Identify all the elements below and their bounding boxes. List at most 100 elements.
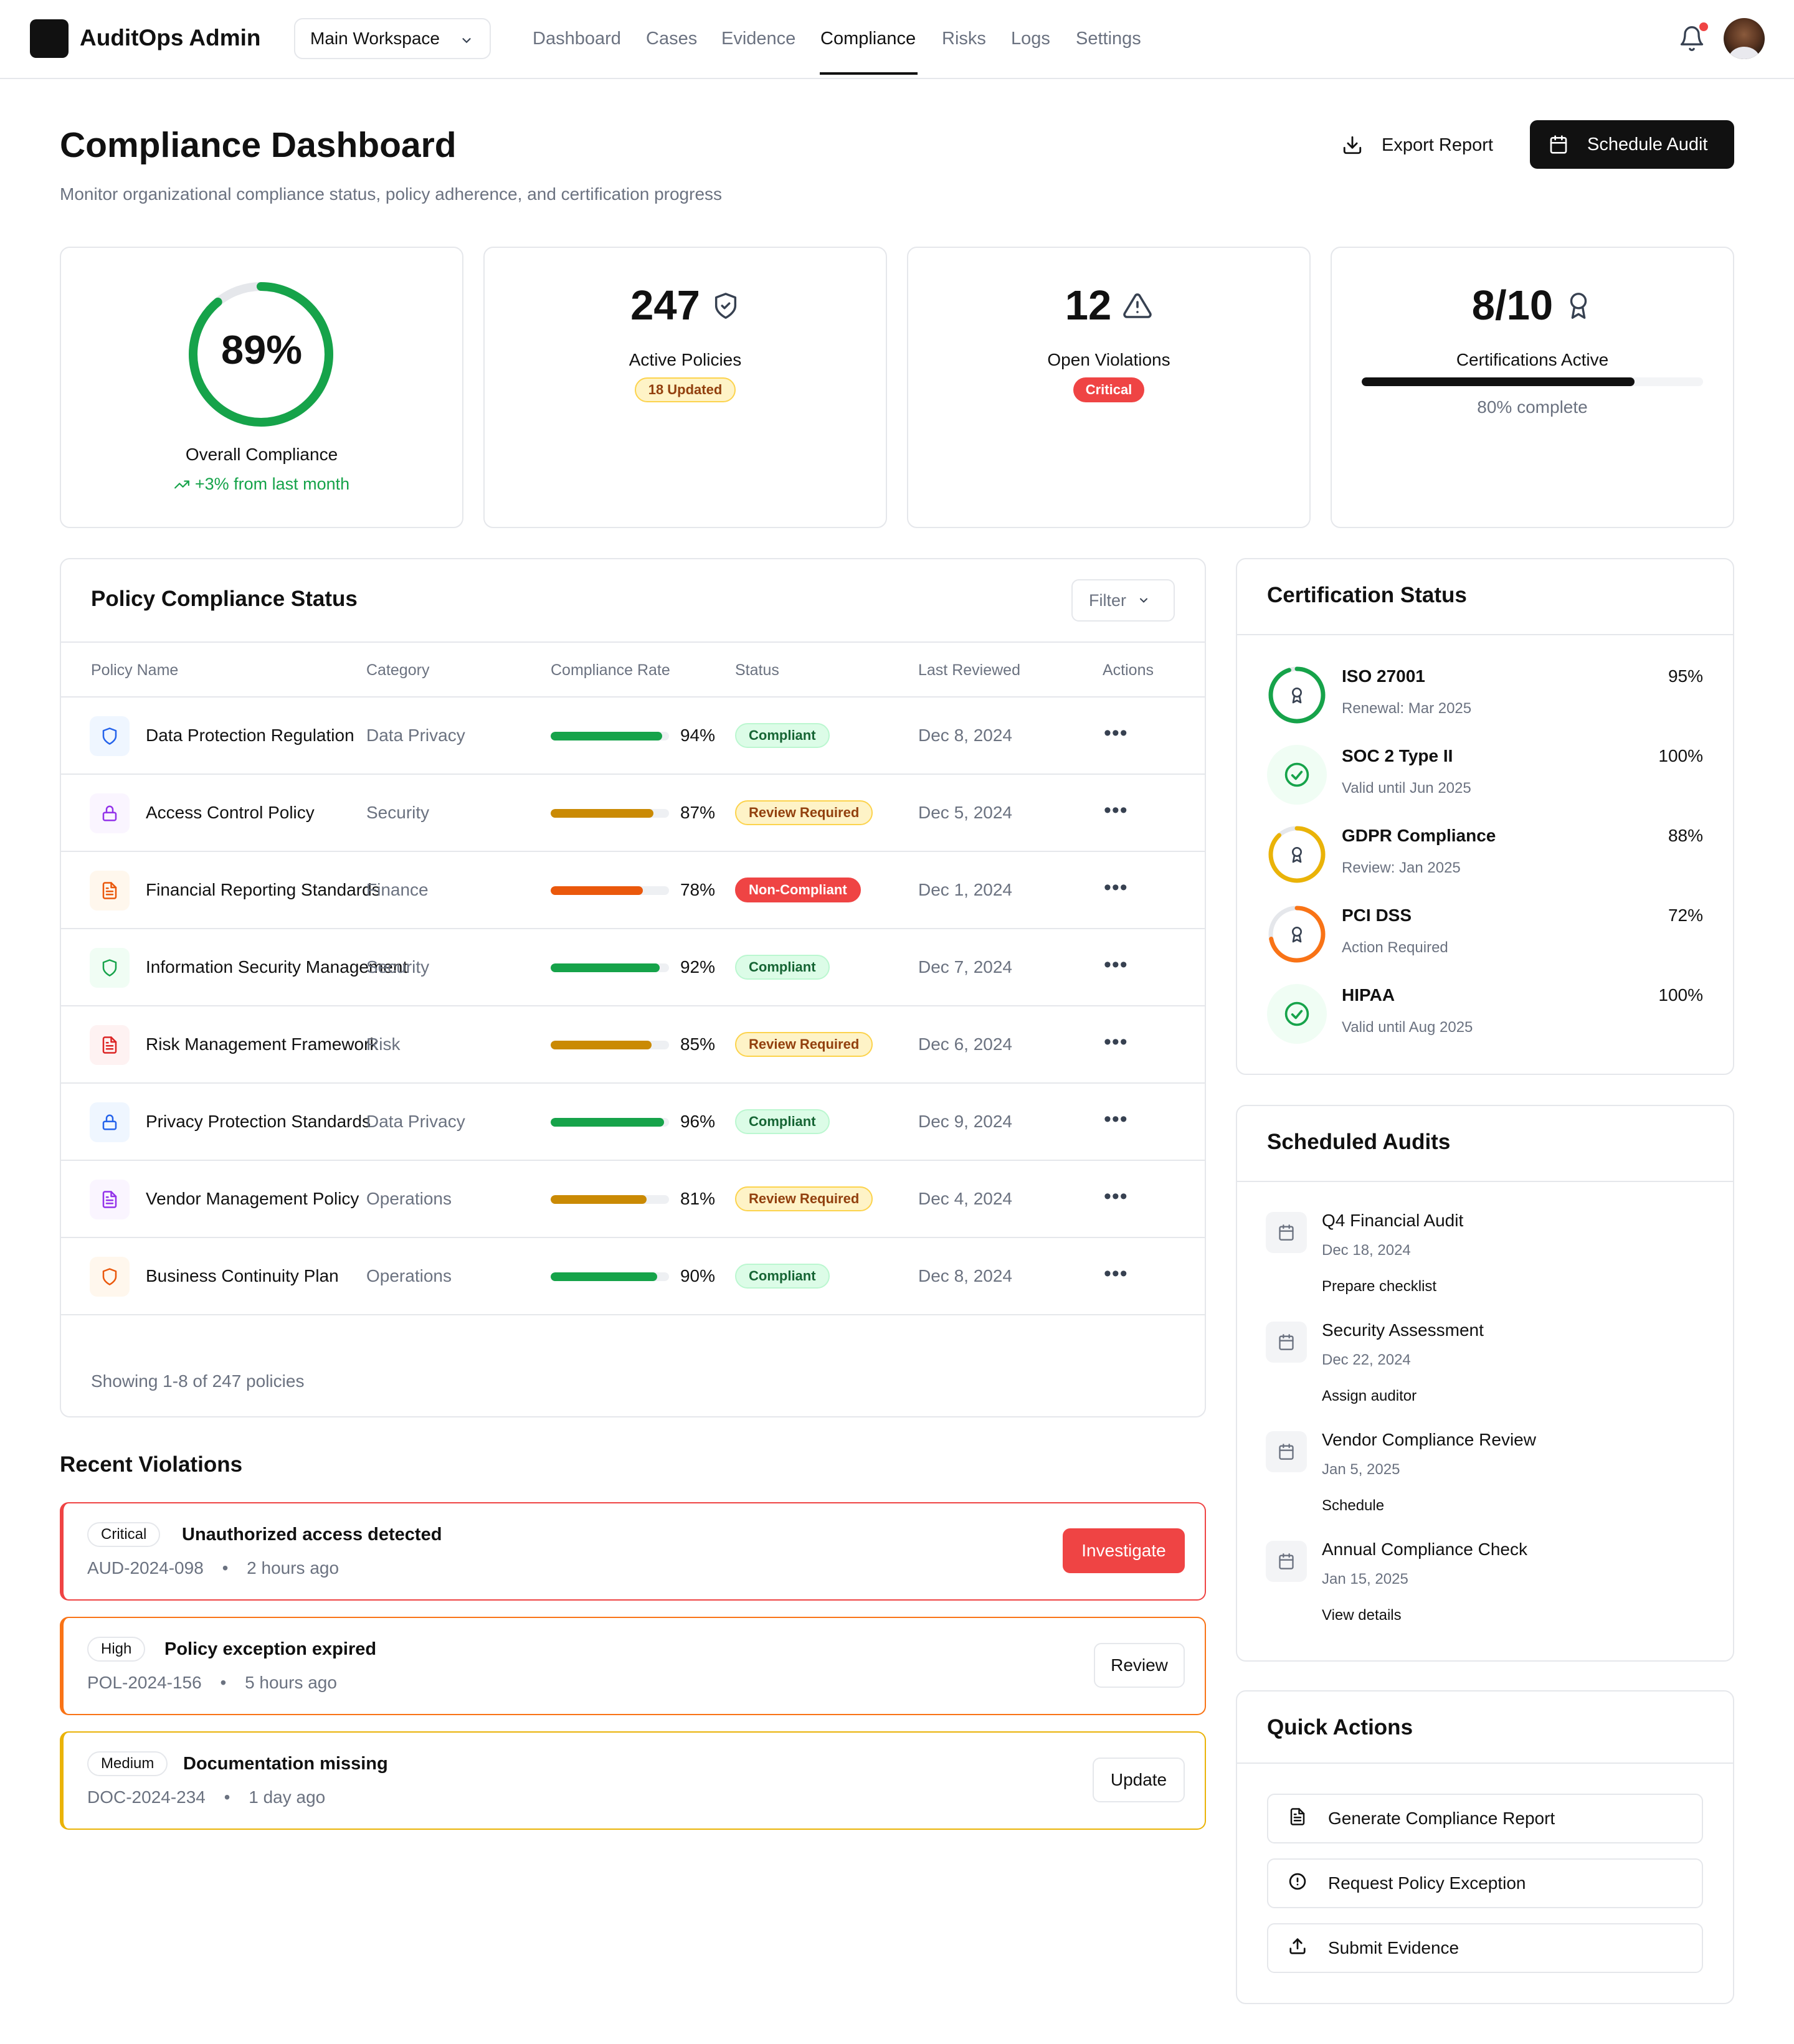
workspace-select[interactable]: Main Workspace [294,18,491,59]
row-divider [61,1314,1205,1315]
policy-name[interactable]: Privacy Protection Standards [146,1112,371,1131]
audit-name: Vendor Compliance Review [1322,1430,1536,1449]
compliance-bar [551,1118,669,1127]
policy-name[interactable]: Data Protection Regulation [146,726,354,745]
app-logo[interactable] [30,19,69,58]
nav-risks[interactable]: Risks [942,29,986,49]
audit-name: Annual Compliance Check [1322,1540,1527,1559]
nav-logs[interactable]: Logs [1011,29,1050,49]
last-reviewed: Dec 5, 2024 [918,803,1012,822]
policy-name[interactable]: Information Security Management [146,957,408,977]
certification-item[interactable]: SOC 2 Type II Valid until Jun 2025 100% [1267,740,1703,808]
column-header-compliance-rate[interactable]: Compliance Rate [551,661,670,679]
filter-button[interactable]: Filter [1071,579,1175,622]
compliance-ring-progress [189,282,333,427]
audit-action-link[interactable]: Prepare checklist [1322,1278,1437,1295]
generate-report-button[interactable]: Generate Compliance Report [1267,1794,1703,1843]
compliance-bar-fill [551,963,660,972]
violation-action-button[interactable]: Update [1093,1758,1185,1802]
more-actions-icon[interactable]: ••• [1104,721,1128,745]
policy-name[interactable]: Vendor Management Policy [146,1189,359,1208]
status-badge: Review Required [735,1186,873,1211]
policy-name[interactable]: Risk Management Framework [146,1034,379,1054]
export-report-button[interactable]: Export Report [1333,121,1510,169]
overall-compliance-card: 89% Overall Compliance +3% from last mon… [60,247,463,528]
filter-label: Filter [1089,590,1126,610]
status-badge: Compliant [735,723,830,748]
certification-percent: 95% [1668,666,1703,686]
more-actions-icon[interactable]: ••• [1104,1185,1128,1208]
certification-detail: Renewal: Mar 2025 [1342,700,1472,717]
document-icon [90,1180,130,1219]
column-header-status[interactable]: Status [735,661,779,679]
compliance-bar-fill [551,1118,665,1127]
certification-item[interactable]: HIPAA Valid until Aug 2025 100% [1267,979,1703,1048]
nav-evidence[interactable]: Evidence [721,29,796,49]
trend-indicator: +3% from last month [61,475,462,494]
column-header-actions: Actions [1103,661,1154,679]
submit-evidence-button[interactable]: Submit Evidence [1267,1923,1703,1973]
audit-action-link[interactable]: View details [1322,1607,1402,1624]
violation-card: High Policy exception expired POL-2024-1… [60,1617,1206,1715]
calendar-icon [1266,1212,1307,1253]
violation-action-button[interactable]: Investigate [1063,1528,1185,1573]
policy-category: Data Privacy [366,1112,465,1131]
more-actions-icon[interactable]: ••• [1104,1030,1128,1054]
compliance-bar-fill [551,1195,647,1204]
compliance-bar [551,809,669,818]
violation-title: Documentation missing [183,1754,388,1774]
separator-dot: • [222,1558,229,1578]
policy-name[interactable]: Access Control Policy [146,803,315,822]
audit-action-link[interactable]: Assign auditor [1322,1388,1417,1404]
more-actions-icon[interactable]: ••• [1104,953,1128,977]
certification-detail: Review: Jan 2025 [1342,859,1461,876]
certification-name: PCI DSS [1342,906,1412,925]
policy-name[interactable]: Business Continuity Plan [146,1266,339,1285]
certification-item[interactable]: ISO 27001 Renewal: Mar 2025 95% [1267,660,1703,729]
column-header-policy-name[interactable]: Policy Name [91,661,179,679]
certification-name: SOC 2 Type II [1342,746,1453,765]
policy-category: Operations [366,1266,452,1285]
calendar-icon [1266,1322,1307,1363]
compliance-bar-fill [551,886,643,895]
violation-action-button[interactable]: Review [1094,1643,1185,1688]
severity-badge: High [87,1637,146,1662]
nav-settings[interactable]: Settings [1076,29,1141,49]
policy-category: Finance [366,880,429,899]
card-divider [1237,1181,1733,1182]
pagination-summary: Showing 1-8 of 247 policies [91,1371,305,1391]
certification-item[interactable]: PCI DSS Action Required 72% [1267,899,1703,968]
schedule-audit-button[interactable]: Schedule Audit [1530,120,1734,169]
policy-name[interactable]: Financial Reporting Standards [146,880,381,899]
last-reviewed: Dec 9, 2024 [918,1112,1012,1131]
scheduled-audits-title: Scheduled Audits [1267,1130,1451,1154]
request-exception-button[interactable]: Request Policy Exception [1267,1858,1703,1908]
compliance-bar [551,1195,669,1204]
last-reviewed: Dec 8, 2024 [918,726,1012,745]
check-circle-icon [1267,745,1327,805]
open-violations-card: 12 Open Violations Critical [907,247,1311,528]
column-header-last-reviewed[interactable]: Last Reviewed [918,661,1020,679]
nav-dashboard[interactable]: Dashboard [533,29,621,49]
overall-compliance-label: Overall Compliance [185,445,338,464]
award-icon [1287,845,1307,868]
more-actions-icon[interactable]: ••• [1104,798,1128,822]
certification-detail: Valid until Jun 2025 [1342,780,1471,797]
more-actions-icon[interactable]: ••• [1104,1262,1128,1285]
certification-item[interactable]: GDPR Compliance Review: Jan 2025 88% [1267,820,1703,888]
overall-compliance-value: 89% [221,327,303,372]
violation-id: AUD-2024-098 [87,1558,204,1578]
audit-action-link[interactable]: Schedule [1322,1497,1385,1514]
page-subtitle: Monitor organizational compliance status… [60,184,723,204]
column-header-category[interactable]: Category [366,661,430,679]
more-actions-icon[interactable]: ••• [1104,1107,1128,1131]
compliance-bar [551,886,669,895]
shield-icon [90,716,130,756]
nav-compliance[interactable]: Compliance [820,29,916,49]
bell-icon[interactable] [1678,25,1706,52]
more-actions-icon[interactable]: ••• [1104,876,1128,899]
user-avatar[interactable] [1724,18,1765,59]
nav-cases[interactable]: Cases [646,29,698,49]
policy-category: Security [366,803,430,822]
warning-triangle-icon [1123,293,1152,318]
